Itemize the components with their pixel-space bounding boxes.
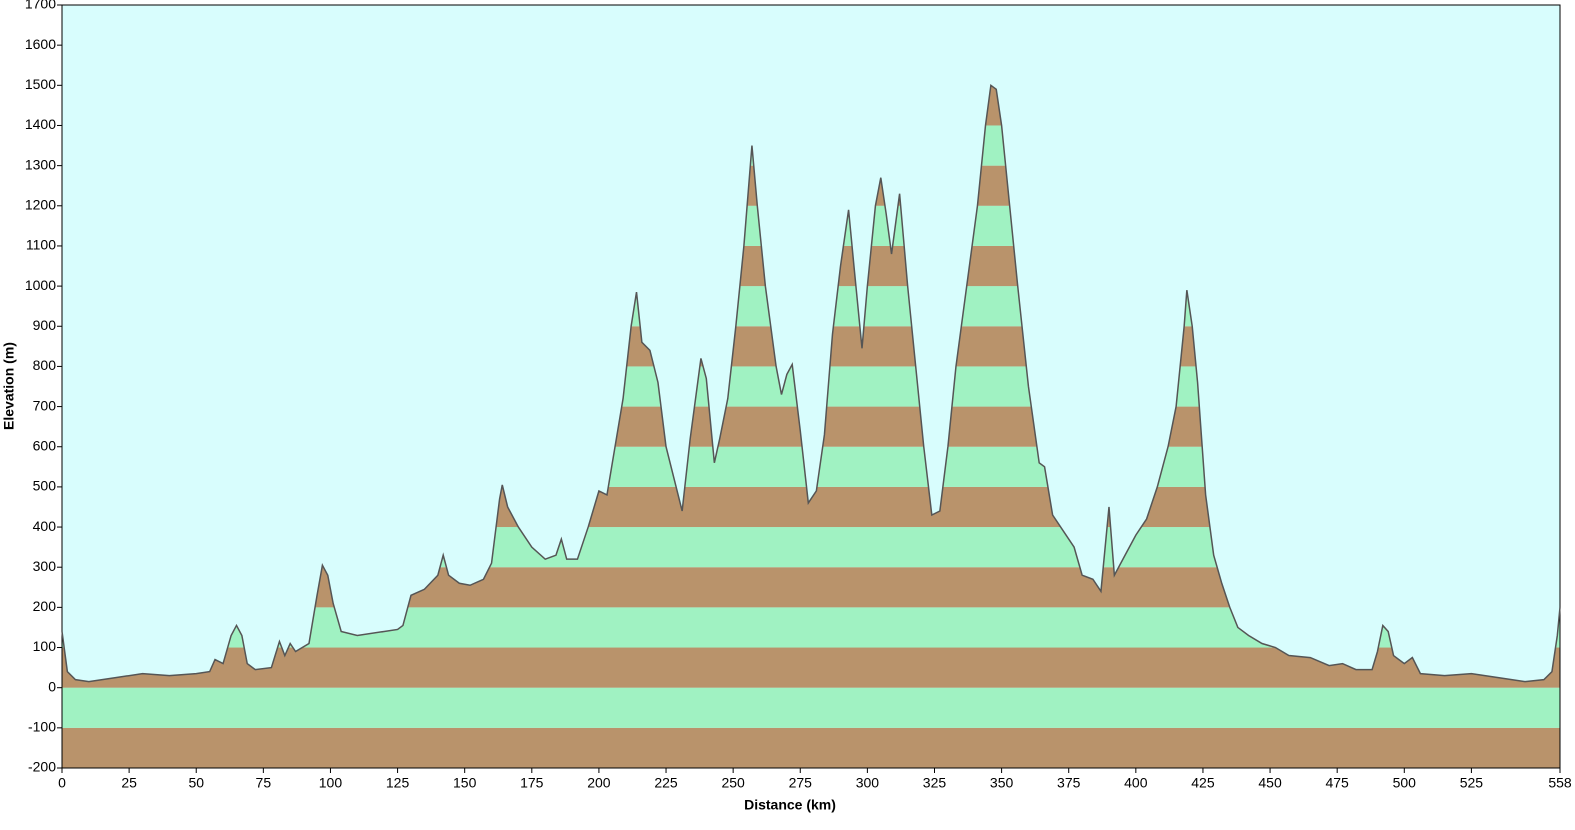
- x-tick-label: 375: [1057, 775, 1081, 791]
- x-tick-label: 25: [121, 775, 137, 791]
- x-tick-label: 325: [923, 775, 947, 791]
- x-tick-label: 525: [1460, 775, 1484, 791]
- y-tick-label: 100: [33, 638, 57, 654]
- elevation-band: [62, 687, 1560, 728]
- y-tick-label: 700: [33, 397, 57, 413]
- y-tick-label: 200: [33, 598, 57, 614]
- y-tick-label: -100: [28, 719, 56, 735]
- x-tick-label: 275: [789, 775, 813, 791]
- x-tick-label: 50: [188, 775, 204, 791]
- x-tick-label: 175: [520, 775, 544, 791]
- y-tick-label: -200: [28, 759, 56, 775]
- x-tick-label: 475: [1325, 775, 1349, 791]
- y-tick-label: 600: [33, 437, 57, 453]
- y-tick-label: 1700: [25, 0, 56, 12]
- x-tick-label: 400: [1124, 775, 1148, 791]
- y-tick-label: 1200: [25, 196, 56, 212]
- plot-frame: [61, 4, 1561, 769]
- x-tick-label: 0: [58, 775, 66, 791]
- elevation-line: [61, 83, 1561, 683]
- y-axis-title: Elevation (m): [1, 342, 17, 430]
- x-tick-label: 125: [386, 775, 410, 791]
- x-tick-label: 250: [721, 775, 745, 791]
- x-tick-label: 558: [1548, 775, 1572, 791]
- y-tick-label: 1600: [25, 36, 56, 52]
- x-tick-label: 75: [256, 775, 272, 791]
- y-tick-label: 1500: [25, 76, 56, 92]
- y-tick-label: 900: [33, 317, 57, 333]
- x-tick-label: 300: [856, 775, 880, 791]
- y-tick-label: 0: [48, 678, 56, 694]
- y-tick-label: 1400: [25, 116, 56, 132]
- x-axis-title: Distance (km): [744, 797, 836, 813]
- elevation-band: [62, 727, 1560, 768]
- x-tick-label: 225: [654, 775, 678, 791]
- x-tick-label: 150: [453, 775, 477, 791]
- y-tick-label: 500: [33, 478, 57, 494]
- x-tick-label: 500: [1393, 775, 1417, 791]
- x-tick-label: 350: [990, 775, 1014, 791]
- x-tick-label: 100: [319, 775, 343, 791]
- y-tick-label: 800: [33, 357, 57, 373]
- y-tick-label: 400: [33, 518, 57, 534]
- y-tick-label: 1300: [25, 156, 56, 172]
- x-tick-label: 425: [1191, 775, 1215, 791]
- y-tick-label: 1100: [26, 237, 56, 253]
- y-tick-label: 1000: [25, 277, 56, 293]
- x-tick-label: 200: [587, 775, 611, 791]
- x-tick-label: 450: [1258, 775, 1282, 791]
- y-tick-label: 300: [33, 558, 57, 574]
